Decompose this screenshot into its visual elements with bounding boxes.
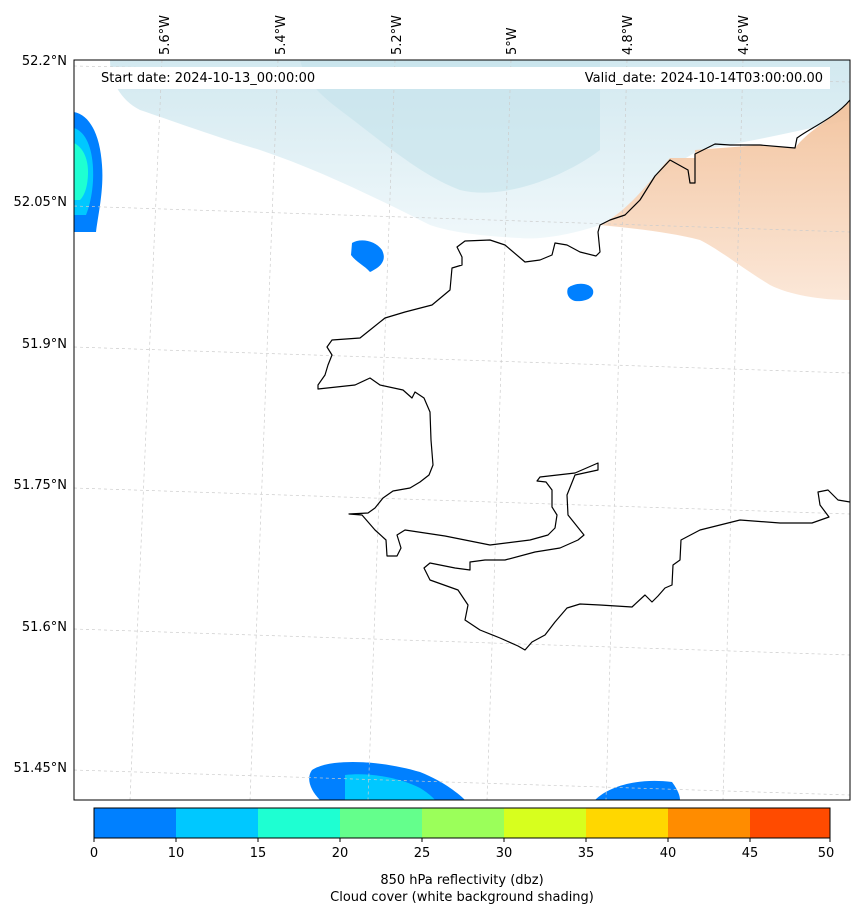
- coastline: [317, 99, 850, 651]
- reflectivity-blob-3: [567, 283, 594, 302]
- lat-label-52-05n: 52.05°N: [14, 195, 67, 210]
- valid-date-label: Valid_date: 2024-10-14T03:00:00.00: [585, 71, 823, 86]
- colorbar-segment-4: [422, 808, 504, 838]
- colorbar-title: 850 hPa reflectivity (dbz): [380, 873, 543, 888]
- colorbar-tick-35: 35: [578, 846, 595, 861]
- lat-label-51-6n: 51.6°N: [22, 620, 67, 635]
- colorbar-segment-5: [504, 808, 586, 838]
- colorbar-segment-3: [340, 808, 422, 838]
- colorbar-segment-7: [668, 808, 750, 838]
- reflectivity-bottom-blob: [309, 761, 465, 800]
- start-date-label: Start date: 2024-10-13_00:00:00: [101, 71, 315, 86]
- lat-label-51-75n: 51.75°N: [14, 478, 67, 493]
- colorbar-segment-8: [750, 808, 830, 838]
- warm-cloud-shading: [600, 100, 850, 300]
- lat-label-51-9n: 51.9°N: [22, 337, 67, 352]
- colorbar-segment-0: [94, 808, 176, 838]
- lat-label-52-2n: 52.2°N: [22, 54, 67, 69]
- reflectivity-blob-5: [595, 780, 680, 800]
- colorbar-tick-10: 10: [168, 846, 185, 861]
- colorbar: 0 10 15 20 25 30 35 40 45 50 850 hPa ref…: [90, 807, 835, 905]
- colorbar-segment-6: [586, 808, 668, 838]
- colorbar-ticks: [93, 838, 831, 842]
- lon-label-5-6w: 5.6°W: [158, 15, 173, 55]
- colorbar-segment-2: [258, 808, 340, 838]
- date-strip: [96, 67, 830, 89]
- colorbar-frame: [93, 807, 831, 839]
- lon-label-5w: 5°W: [505, 27, 520, 55]
- lon-label-5-2w: 5.2°W: [390, 15, 405, 55]
- map-frame: [73, 59, 851, 801]
- colorbar-tick-30: 30: [496, 846, 513, 861]
- colorbar-subtitle: Cloud cover (white background shading): [330, 890, 594, 905]
- lat-label-51-45n: 51.45°N: [14, 761, 67, 776]
- colorbar-tick-50: 50: [818, 846, 835, 861]
- lon-label-5-4w: 5.4°W: [274, 15, 289, 55]
- colorbar-tick-40: 40: [660, 846, 677, 861]
- colorbar-tick-0: 0: [90, 846, 98, 861]
- map-panel: [74, 60, 850, 800]
- colorbar-tick-45: 45: [742, 846, 759, 861]
- colorbar-tick-15: 15: [250, 846, 267, 861]
- colorbar-tick-25: 25: [414, 846, 431, 861]
- reflectivity-blob-2: [351, 240, 384, 272]
- lon-label-4-8w: 4.8°W: [621, 15, 636, 55]
- lon-label-4-6w: 4.6°W: [737, 15, 752, 55]
- reflectivity-left-blob: [74, 112, 103, 232]
- colorbar-segment-1: [176, 808, 258, 838]
- colorbar-tick-20: 20: [332, 846, 349, 861]
